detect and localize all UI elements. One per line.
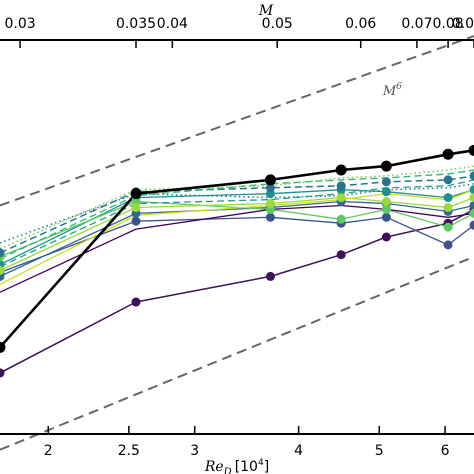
series-point-9-3 (336, 181, 346, 191)
bottom-axis-label: ReD [104] (204, 458, 269, 474)
reference-lines (0, 35, 474, 451)
series-point-5-4 (381, 204, 391, 214)
top-tick-label-6: 0.08 (432, 16, 463, 32)
series-point-9-2 (265, 183, 275, 193)
bottom-tick-label-0: 2 (44, 443, 53, 459)
top-tick-label-1: 0.035 (116, 16, 156, 32)
series-point-9-0 (0, 248, 5, 258)
series-point-0-5 (442, 148, 454, 160)
series-point-9-4 (381, 177, 391, 187)
series-point-4-6 (469, 185, 474, 195)
bottom-axis-label-unit: [10 (235, 459, 258, 474)
bottom-tick-label-2: 3 (190, 443, 199, 459)
series-point-2-5 (443, 240, 453, 250)
top-tick-label-7: 0.0 (452, 16, 474, 32)
bottom-axis-label-close: ] (264, 459, 269, 474)
series-point-2-6 (469, 220, 474, 230)
reference-line-label: M6 (382, 82, 402, 99)
bottom-axis-label-main: Re (204, 459, 224, 474)
series-point-0-3 (335, 164, 347, 176)
bottom-tick-label-4: 5 (375, 443, 384, 459)
series-point-0-0 (0, 341, 6, 353)
series-point-6-6 (469, 193, 474, 203)
bottom-ticks: 2 2.5 3 4 5 6 (44, 426, 450, 459)
plot-frame (0, 39, 474, 435)
reference-line-label-exponent: 6 (396, 82, 402, 92)
top-tick-label-2: 0.04 (157, 16, 188, 32)
series-point-2-1 (131, 216, 141, 226)
series-point-1-1 (131, 297, 141, 307)
top-axis-label: M (258, 3, 274, 19)
reference-line-1 (0, 255, 474, 451)
series-point-2-2 (265, 212, 275, 222)
top-tick-label-0: 0.03 (4, 16, 35, 32)
reference-line-0 (0, 35, 474, 207)
series-point-1-0 (0, 368, 5, 378)
series-point-9-5 (443, 175, 453, 185)
series-point-1-4 (381, 232, 391, 242)
bottom-tick-label-1: 2.5 (118, 443, 140, 459)
bottom-axis-label-unit-exp: 4 (258, 458, 264, 468)
series-point-0-1 (130, 188, 142, 200)
series-point-6-2 (265, 199, 275, 209)
series-lines (0, 149, 474, 374)
series-point-5-5 (443, 222, 453, 232)
series-point-5-3 (336, 214, 346, 224)
series-point-1-2 (265, 271, 275, 281)
series-point-5-6 (469, 208, 474, 218)
series-point-4-4 (381, 187, 391, 197)
series-markers (0, 144, 474, 378)
top-tick-label-4: 0.06 (345, 16, 376, 32)
series-point-6-4 (381, 197, 391, 207)
series-point-0-6 (468, 144, 474, 156)
series-point-9-6 (469, 171, 474, 181)
bottom-tick-label-3: 4 (294, 443, 303, 459)
series-point-2-4 (381, 212, 391, 222)
series-point-6-0 (0, 265, 5, 275)
series-point-3-6 (469, 200, 474, 210)
bottom-axis-label-sub: D (223, 467, 232, 474)
series-point-1-3 (336, 250, 346, 260)
top-tick-label-3: 0.05 (262, 16, 293, 32)
series-point-6-1 (131, 202, 141, 212)
top-ticks: 0.03 0.035 0.04 0.05 0.06 0.07 0.080.0 (4, 16, 474, 48)
bottom-tick-label-5: 6 (441, 443, 450, 459)
series-point-0-2 (264, 174, 276, 186)
series-point-6-3 (336, 193, 346, 203)
top-tick-label-5: 0.07 (401, 16, 432, 32)
series-point-6-5 (443, 202, 453, 212)
series-point-0-4 (380, 160, 392, 172)
series-point-4-5 (443, 193, 453, 203)
